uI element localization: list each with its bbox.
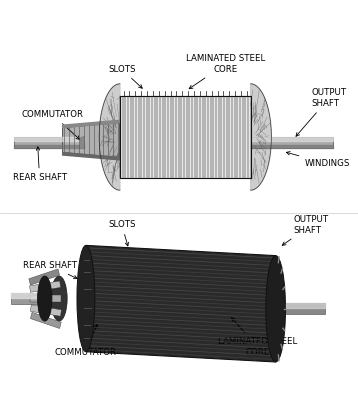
- Bar: [120, 96, 251, 178]
- Polygon shape: [86, 245, 276, 362]
- Polygon shape: [251, 137, 333, 141]
- Ellipse shape: [77, 245, 95, 352]
- Polygon shape: [99, 84, 120, 190]
- Polygon shape: [11, 293, 47, 297]
- Text: REAR SHAFT: REAR SHAFT: [23, 261, 77, 279]
- Text: REAR SHAFT: REAR SHAFT: [13, 147, 67, 182]
- Text: COMMUTATOR: COMMUTATOR: [55, 324, 117, 357]
- Bar: [286, 303, 325, 314]
- Bar: [30, 305, 61, 316]
- Text: SLOTS: SLOTS: [108, 65, 142, 88]
- Bar: [30, 281, 61, 292]
- Text: LAMINATED STEEL
CORE: LAMINATED STEEL CORE: [186, 54, 265, 89]
- Text: LAMINATED STEEL
CORE: LAMINATED STEEL CORE: [218, 318, 297, 357]
- Polygon shape: [81, 137, 84, 148]
- Polygon shape: [14, 145, 84, 148]
- Bar: [30, 295, 61, 302]
- Polygon shape: [14, 137, 84, 141]
- Polygon shape: [286, 303, 325, 308]
- Text: WINDINGS: WINDINGS: [286, 152, 350, 168]
- Bar: [251, 137, 333, 148]
- Bar: [29, 269, 59, 285]
- Bar: [30, 312, 61, 328]
- Ellipse shape: [51, 276, 67, 321]
- Bar: [14, 137, 84, 148]
- Polygon shape: [63, 123, 120, 157]
- Ellipse shape: [266, 256, 286, 362]
- Polygon shape: [63, 153, 120, 160]
- Polygon shape: [251, 145, 333, 148]
- Text: SLOTS: SLOTS: [108, 220, 135, 246]
- Bar: [11, 293, 47, 304]
- Polygon shape: [63, 120, 120, 128]
- Ellipse shape: [38, 276, 52, 321]
- Text: OUTPUT
SHAFT: OUTPUT SHAFT: [282, 215, 329, 245]
- Polygon shape: [251, 84, 271, 190]
- Text: COMMUTATOR: COMMUTATOR: [21, 110, 83, 139]
- Bar: [120, 96, 251, 178]
- Text: OUTPUT
SHAFT: OUTPUT SHAFT: [296, 88, 347, 136]
